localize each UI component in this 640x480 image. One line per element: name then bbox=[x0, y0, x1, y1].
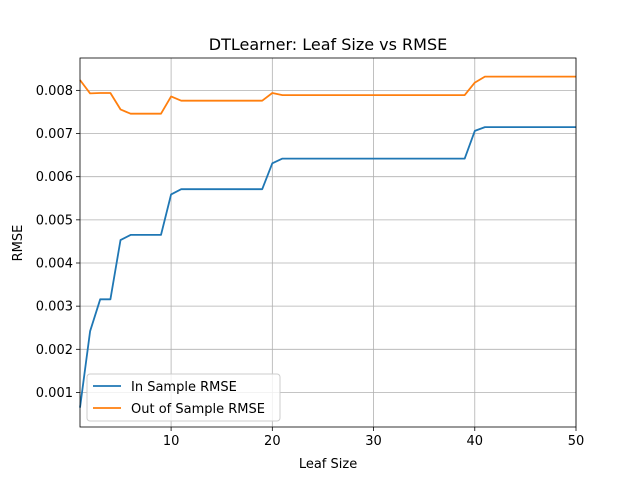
x-tick-label: 10 bbox=[163, 434, 180, 449]
legend-label-out-of-sample: Out of Sample RMSE bbox=[131, 402, 265, 417]
y-tick-label: 0.008 bbox=[36, 84, 73, 99]
grid-layer bbox=[80, 58, 577, 427]
y-axis-label: RMSE bbox=[11, 225, 26, 262]
series-line-0 bbox=[79, 126, 576, 408]
ticks-layer: 10 20 30 40 50 0.001 0.002 0.003 0.004 0.005 0.006… bbox=[36, 84, 584, 449]
y-tick-label: 0.006 bbox=[36, 170, 73, 185]
x-tick-label: 40 bbox=[467, 434, 484, 449]
y-tick-label: 0.003 bbox=[36, 300, 73, 315]
y-tick-label: 0.004 bbox=[36, 257, 73, 272]
chart-title: DTLearner: Leaf Size vs RMSE bbox=[209, 35, 447, 54]
y-tick-label: 0.002 bbox=[36, 343, 73, 358]
x-tick-label: 20 bbox=[264, 434, 281, 449]
plot-frame bbox=[79, 57, 577, 428]
series-line-1 bbox=[79, 75, 576, 115]
y-tick-label: 0.005 bbox=[36, 213, 73, 228]
x-tick-label: 50 bbox=[568, 434, 585, 449]
series-layer bbox=[79, 75, 576, 408]
y-tick-label: 0.001 bbox=[36, 386, 73, 401]
y-tick-label: 0.007 bbox=[36, 127, 73, 142]
x-axis-label: Leaf Size bbox=[299, 457, 357, 472]
legend: In Sample RMSE Out of Sample RMSE bbox=[86, 373, 281, 422]
legend-box bbox=[86, 373, 281, 422]
legend-label-in-sample: In Sample RMSE bbox=[131, 380, 237, 395]
x-tick-label: 30 bbox=[365, 434, 382, 449]
